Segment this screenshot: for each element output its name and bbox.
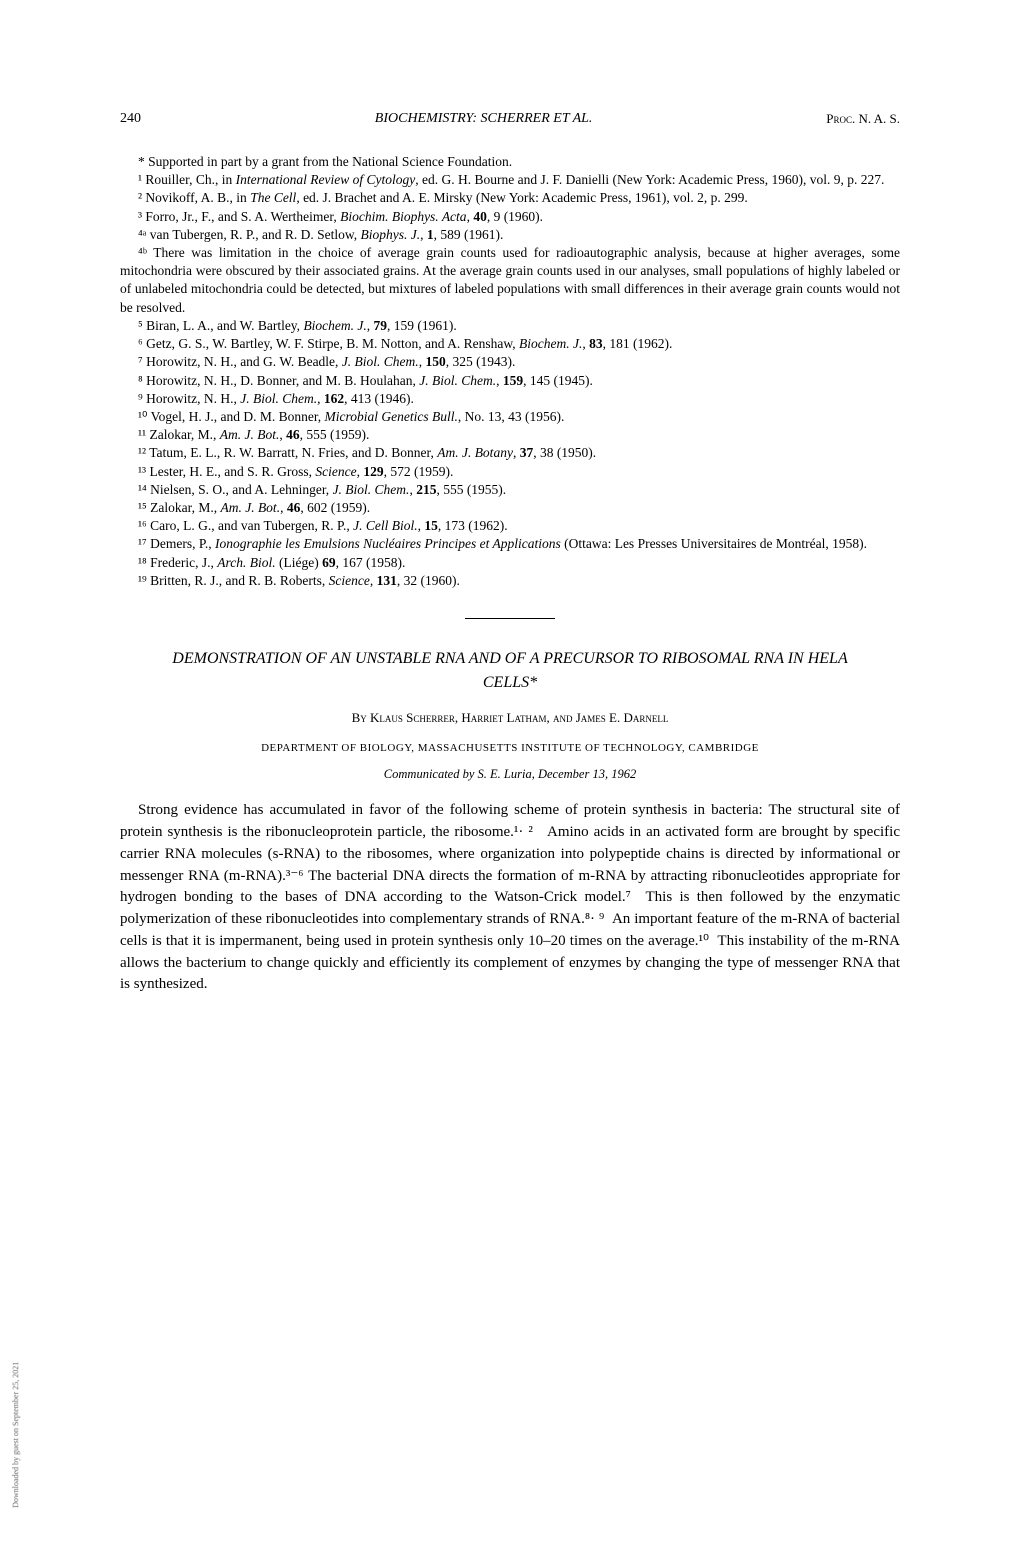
reference-7: ⁷ Horowitz, N. H., and G. W. Beadle, J. … [120,353,900,371]
header-right: Proc. N. A. S. [826,110,900,129]
reference-8: ⁸ Horowitz, N. H., D. Bonner, and M. B. … [120,372,900,390]
reference-2: ² Novikoff, A. B., in The Cell, ed. J. B… [120,189,900,207]
page-header: 240 BIOCHEMISTRY: SCHERRER ET AL. Proc. … [120,110,900,129]
article-body: Strong evidence has accumulated in favor… [120,800,900,996]
reference-10: ¹⁰ Vogel, H. J., and D. M. Bonner, Micro… [120,408,900,426]
reference-4a: ⁴ᵃ van Tubergen, R. P., and R. D. Setlow… [120,226,900,244]
reference-17: ¹⁷ Demers, P., Ionographie les Emulsions… [120,535,900,553]
reference-15: ¹⁵ Zalokar, M., Am. J. Bot., 46, 602 (19… [120,499,900,517]
reference-5: ⁵ Biran, L. A., and W. Bartley, Biochem.… [120,317,900,335]
download-note: Downloaded by guest on September 25, 202… [11,1362,22,1508]
footnote-star: * Supported in part by a grant from the … [120,153,900,171]
reference-4b: ⁴ᵇ There was limitation in the choice of… [120,244,900,317]
article-department: DEPARTMENT OF BIOLOGY, MASSACHUSETTS INS… [120,741,900,756]
section-divider [465,618,555,619]
page-number: 240 [120,110,141,129]
reference-14: ¹⁴ Nielsen, S. O., and A. Lehninger, J. … [120,481,900,499]
reference-6: ⁶ Getz, G. S., W. Bartley, W. F. Stirpe,… [120,335,900,353]
reference-18: ¹⁸ Frederic, J., Arch. Biol. (Liége) 69,… [120,554,900,572]
reference-19: ¹⁹ Britten, R. J., and R. B. Roberts, Sc… [120,572,900,590]
reference-12: ¹² Tatum, E. L., R. W. Barratt, N. Fries… [120,444,900,462]
header-center: BIOCHEMISTRY: SCHERRER ET AL. [375,110,593,129]
reference-13: ¹³ Lester, H. E., and S. R. Gross, Scien… [120,463,900,481]
article-title: DEMONSTRATION OF AN UNSTABLE RNA AND OF … [160,647,860,695]
article-authors: By Klaus Scherrer, Harriet Latham, and J… [120,709,900,727]
reference-1: ¹ Rouiller, Ch., in International Review… [120,171,900,189]
article-communicated: Communicated by S. E. Luria, December 13… [120,766,900,783]
reference-16: ¹⁶ Caro, L. G., and van Tubergen, R. P.,… [120,517,900,535]
reference-9: ⁹ Horowitz, N. H., J. Biol. Chem., 162, … [120,390,900,408]
reference-11: ¹¹ Zalokar, M., Am. J. Bot., 46, 555 (19… [120,426,900,444]
reference-3: ³ Forro, Jr., F., and S. A. Wertheimer, … [120,208,900,226]
